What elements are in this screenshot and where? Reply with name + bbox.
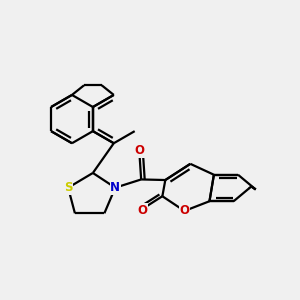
Text: O: O (138, 204, 148, 217)
Text: O: O (135, 144, 145, 158)
Text: O: O (179, 205, 190, 218)
Text: N: N (110, 181, 120, 194)
Text: S: S (64, 181, 72, 194)
